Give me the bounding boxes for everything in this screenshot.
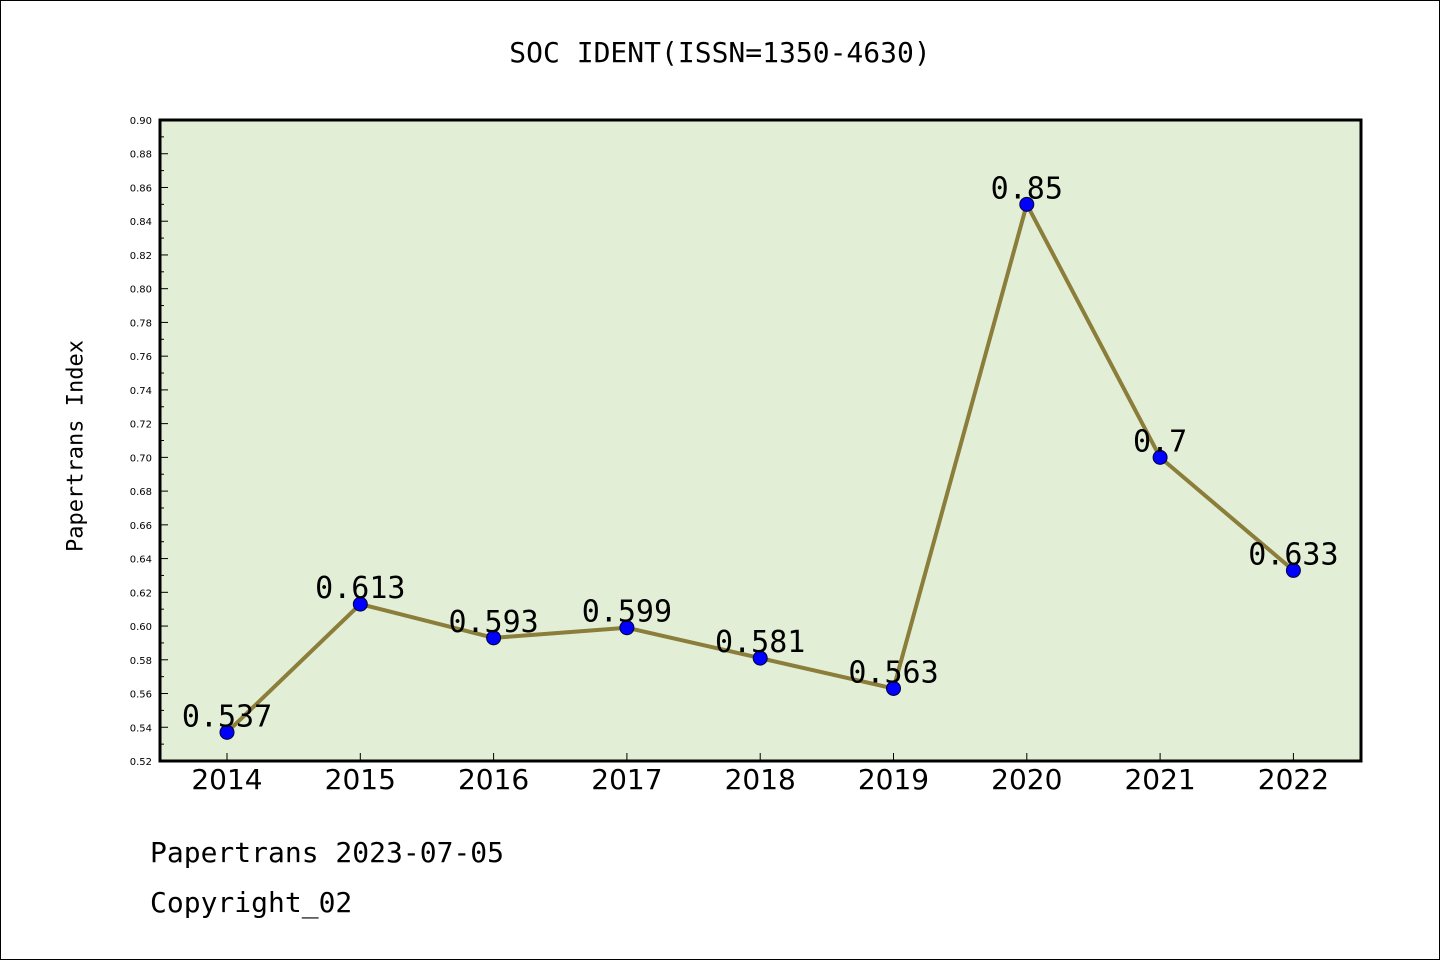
plot-border xyxy=(158,118,1363,763)
x-tick-label: 2022 xyxy=(1258,763,1329,796)
y-tick-label: 0.58 xyxy=(130,656,152,667)
y-tick-label: 0.90 xyxy=(130,116,152,127)
y-tick-label: 0.78 xyxy=(130,318,152,329)
data-label: 0.537 xyxy=(182,699,272,734)
footer-copyright: Copyright_02 xyxy=(150,886,353,919)
x-tick-label: 2018 xyxy=(725,763,796,796)
data-label: 0.633 xyxy=(1248,537,1338,572)
data-point xyxy=(1285,562,1301,578)
y-tick-label: 0.76 xyxy=(130,352,152,363)
data-point xyxy=(486,630,502,646)
chart-title: SOC IDENT(ISSN=1350-4630) xyxy=(509,36,931,69)
y-tick-label: 0.70 xyxy=(130,453,152,464)
x-tick-label: 2021 xyxy=(1124,763,1195,796)
footer-date: Papertrans 2023-07-05 xyxy=(150,836,505,869)
data-label: 0.7 xyxy=(1133,424,1187,459)
data-point xyxy=(219,724,235,740)
data-label: 0.613 xyxy=(315,571,405,606)
x-tick-label: 2016 xyxy=(458,763,529,796)
x-tick-label: 2014 xyxy=(191,763,262,796)
x-axis-ticks: 2014 2015 2016 2017 2018 2019 2020 2021 2022 xyxy=(191,753,1329,796)
x-tick-label: 2017 xyxy=(591,763,662,796)
data-label: 0.581 xyxy=(715,625,805,660)
data-label: 0.85 xyxy=(991,171,1063,206)
y-tick-label: 0.64 xyxy=(130,555,152,566)
data-point xyxy=(1152,449,1168,465)
y-tick-label: 0.60 xyxy=(130,622,152,633)
y-tick-label: 0.80 xyxy=(130,285,152,296)
y-axis-ticks: 0.52 0.54 0.56 0.58 0.60 0.62 0.64 0.66 0.68 0.70… xyxy=(130,116,168,768)
y-tick-label: 0.52 xyxy=(130,757,152,768)
y-tick-label: 0.72 xyxy=(130,420,152,431)
x-tick-label: 2019 xyxy=(858,763,929,796)
data-labels: 0.537 0.613 0.593 0.599 0.581 0.563 0.85 0.7 0.6… xyxy=(182,171,1339,734)
x-tick-label: 2020 xyxy=(991,763,1062,796)
data-point xyxy=(1019,196,1035,212)
y-tick-label: 0.66 xyxy=(130,521,152,532)
data-point xyxy=(752,650,768,666)
y-tick-label: 0.86 xyxy=(130,183,152,194)
data-point xyxy=(886,680,901,696)
y-tick-label: 0.68 xyxy=(130,487,152,498)
y-tick-label: 0.74 xyxy=(130,386,152,397)
y-tick-label: 0.88 xyxy=(130,150,152,161)
x-tick-label: 2015 xyxy=(325,763,396,796)
data-point xyxy=(352,596,368,612)
data-label: 0.593 xyxy=(448,605,538,640)
y-tick-label: 0.62 xyxy=(130,588,152,599)
data-label: 0.563 xyxy=(848,655,938,690)
data-label: 0.599 xyxy=(582,595,672,630)
y-tick-label: 0.84 xyxy=(130,217,152,228)
y-tick-label: 0.56 xyxy=(130,690,152,701)
y-tick-label: 0.54 xyxy=(130,723,152,734)
y-tick-label: 0.82 xyxy=(130,251,152,262)
data-point xyxy=(619,620,635,636)
data-markers xyxy=(219,196,1301,740)
